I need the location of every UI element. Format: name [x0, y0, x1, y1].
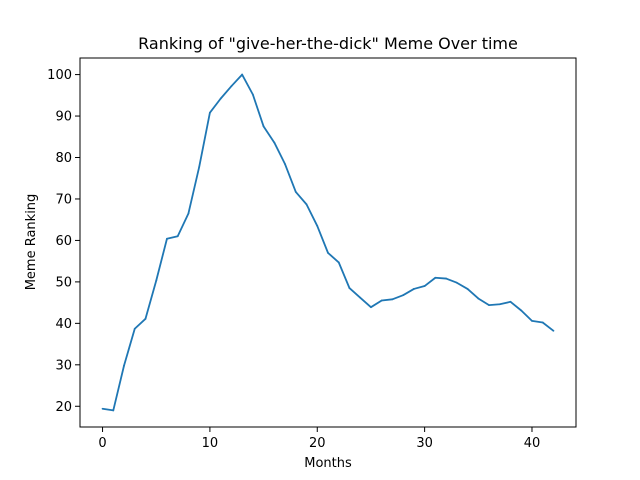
x-axis-label: Months: [304, 456, 352, 471]
data-point: [445, 277, 447, 280]
data-point: [370, 306, 372, 309]
x-tick-label: 20: [309, 436, 326, 451]
data-point: [327, 251, 329, 254]
data-point: [262, 125, 265, 128]
y-tick-label: 70: [55, 192, 72, 207]
data-point: [241, 73, 244, 76]
data-point: [219, 97, 222, 100]
x-tick-label: 10: [202, 436, 219, 451]
data-point: [466, 288, 469, 290]
data-point: [155, 279, 158, 282]
series-line-0: [102, 73, 555, 412]
y-tick-label: 30: [55, 358, 72, 373]
y-tick-label: 40: [55, 317, 72, 332]
data-point: [209, 111, 211, 114]
data-point: [380, 299, 383, 302]
data-point: [423, 285, 426, 287]
data-point: [412, 288, 415, 290]
x-tick-label: 0: [98, 436, 106, 451]
y-axis-label: Meme Ranking: [24, 194, 39, 291]
plot-frame: [79, 57, 577, 428]
data-point: [541, 321, 544, 324]
plot-area: [101, 73, 555, 412]
data-point: [144, 317, 147, 320]
y-tick-label: 80: [55, 151, 72, 166]
y-tick-label: 50: [55, 275, 72, 290]
y-tick-label: 60: [55, 234, 72, 249]
data-point: [230, 85, 233, 88]
data-point: [198, 166, 201, 168]
axes: 0 10 20 30 40 20 30 40 50 60 70 80 90 100: [47, 57, 577, 451]
y-tick-label: 90: [55, 110, 72, 125]
data-point: [391, 298, 394, 301]
data-point: [251, 93, 254, 96]
data-point: [316, 225, 319, 227]
data-point: [284, 163, 286, 166]
data-point: [509, 300, 512, 303]
data-point: [101, 407, 104, 410]
data-point: [112, 409, 115, 412]
data-point: [305, 203, 308, 206]
data-point: [488, 304, 490, 307]
y-tick-label: 100: [47, 68, 72, 83]
data-point: [187, 212, 190, 215]
data-point: [434, 276, 437, 279]
x-tick-label: 30: [416, 436, 433, 451]
data-point: [337, 261, 340, 264]
data-point: [520, 309, 523, 312]
data-point: [455, 281, 458, 284]
data-point: [294, 191, 297, 193]
data-point: [123, 364, 125, 367]
data-point: [498, 303, 501, 306]
data-point: [402, 294, 405, 297]
data-point: [531, 319, 533, 322]
data-point: [359, 296, 362, 299]
data-point: [133, 327, 136, 330]
data-point: [166, 237, 168, 240]
data-point: [552, 329, 555, 332]
data-point: [176, 235, 179, 238]
data-point: [477, 297, 480, 300]
y-tick-label: 20: [55, 400, 72, 415]
chart-title: Ranking of "give-her-the-dick" Meme Over…: [138, 34, 518, 53]
x-tick-label: 40: [524, 436, 541, 451]
data-point: [273, 141, 276, 144]
data-point: [348, 287, 351, 290]
